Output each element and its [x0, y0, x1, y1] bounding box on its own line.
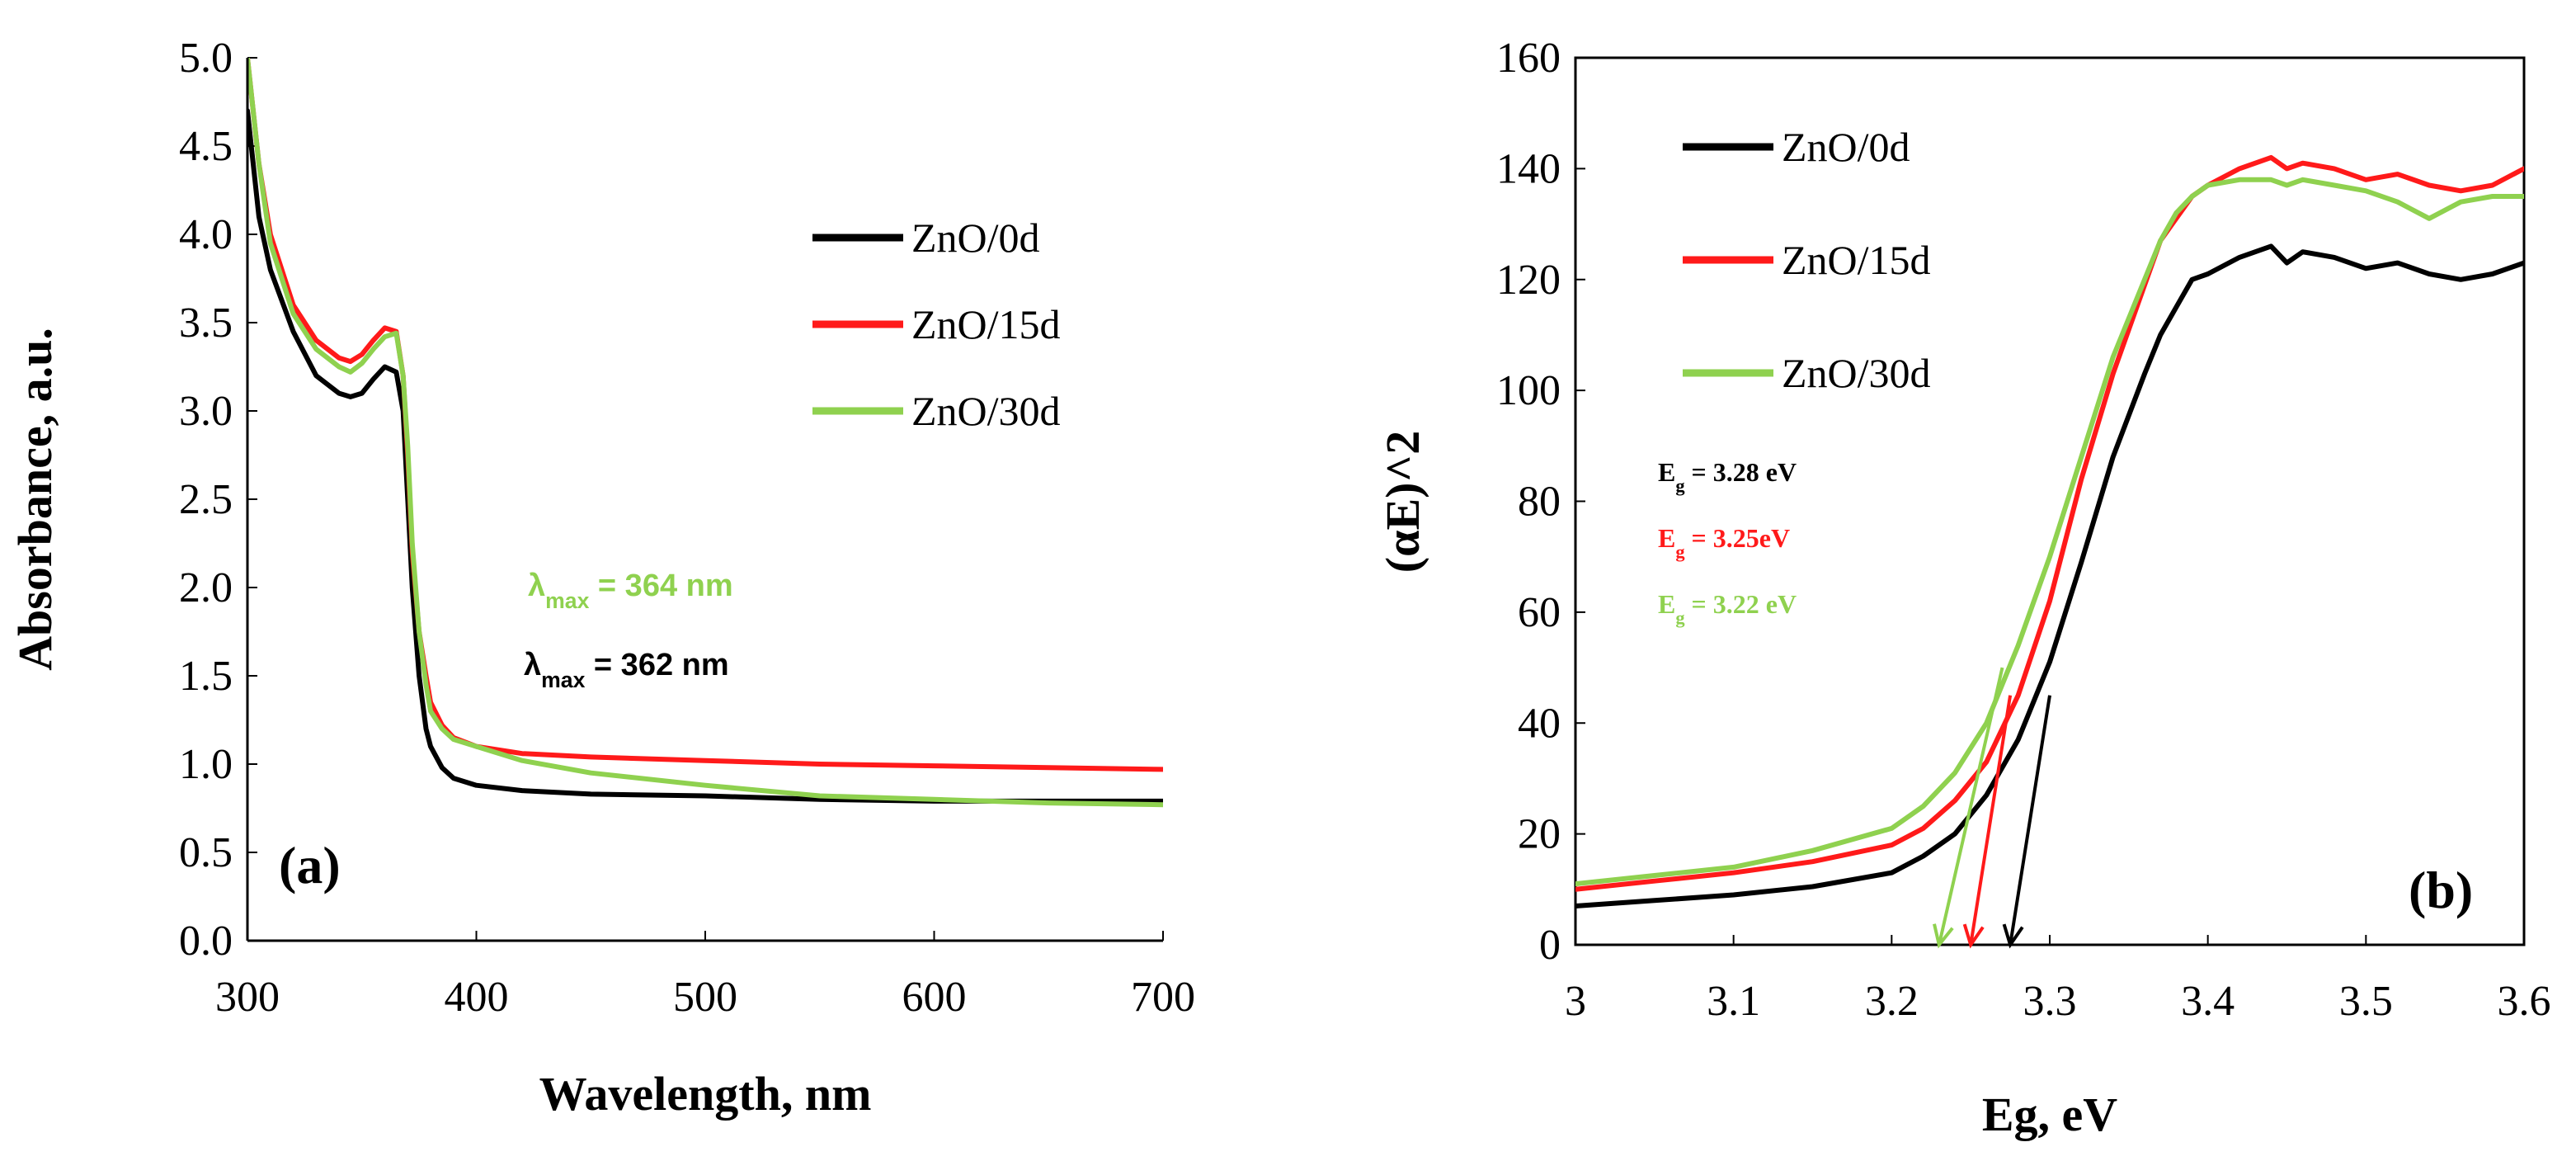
panel-b-y-tick-label: 140 [1496, 145, 1561, 192]
eg-arrow-shaft-1 [1969, 695, 2013, 946]
panel-b-label: (b) [2409, 861, 2473, 919]
panel-a-x-tick-label: 600 [902, 974, 967, 1021]
panel-b-y-tick-label: 160 [1496, 35, 1561, 82]
panel-a-y-tick-label: 5.0 [179, 35, 233, 82]
panel-a-x-ticks: 300 400 500 600 700 [215, 931, 1195, 1021]
panel-b-y-tick-label: 120 [1496, 257, 1561, 304]
legend-label-zno-0d: ZnO/0d [911, 215, 1040, 261]
panel-a-y-tick-label: 1.0 [179, 741, 233, 788]
panel-a-y-tick-label: 0.0 [179, 918, 233, 965]
panel-a-y-tick-label: 0.5 [179, 829, 233, 876]
panel-a-x-axis-title: Wavelength, nm [539, 1067, 872, 1121]
eg-arrow-head-2 [1933, 923, 1954, 949]
annotation-b-0: Eg = 3.28 eV [1658, 457, 1797, 496]
panel-b-x-tick-label: 3.5 [2339, 978, 2393, 1025]
panel-a-y-tick-label: 2.5 [179, 476, 233, 523]
panel-b-x-tick-label: 3.2 [1865, 978, 1919, 1025]
eg-arrow-head-0 [2002, 923, 2024, 949]
panel-a: 0.0 0.5 1.0 1.5 2.0 2.5 3.0 3.5 4.0 4.5 5.0 300 400… [8, 35, 1195, 1121]
panel-b-x-tick-label: 3.4 [2181, 978, 2235, 1025]
legend-label-zno-30d: ZnO/30d [1782, 350, 1931, 396]
panel-a-y-tick-label: 1.5 [179, 653, 233, 700]
panel-a-x-tick-label: 500 [673, 974, 737, 1021]
legend-label-zno-30d: ZnO/30d [911, 388, 1061, 434]
panel-a-y-tick-label: 4.5 [179, 123, 233, 170]
panel-a-label: (a) [279, 836, 341, 894]
series-line-zno-30d [247, 58, 1163, 808]
eg-arrow-head-1 [1962, 923, 1985, 949]
panel-b-x-tick-label: 3 [1565, 978, 1586, 1025]
legend-label-zno-0d: ZnO/0d [1782, 124, 1910, 170]
panel-a-series [247, 58, 1163, 808]
panel-b-annotations: Eg = 3.28 eV Eg = 3.25eV Eg = 3.22 eV [1658, 457, 1797, 628]
panel-a-y-tick-label: 4.0 [179, 211, 233, 258]
panel-b-y-tick-label: 0 [1539, 922, 1561, 969]
panel-a-x-tick-label: 400 [445, 974, 509, 1021]
panel-b-x-axis-title: Eg, eV [1982, 1088, 2117, 1141]
panel-a-y-tick-label: 2.0 [179, 564, 233, 611]
series-line-zno-0d [247, 108, 1163, 804]
panel-b-frame [1574, 56, 2526, 946]
panel-b-series [1575, 154, 2524, 909]
panel-b-y-tick-label: 80 [1518, 479, 1561, 526]
panel-a-y-axis-title: Absorbance, a.u. [8, 328, 62, 671]
panel-b: 0 20 40 60 80 100 120 140 160 3 3.1 3.2 3.3 3.4 3.5 3.… [1376, 35, 2551, 1141]
panel-a-annotations: λmax = 364 nm λmax = 362 nm [524, 569, 733, 692]
annotation-b-1: Eg = 3.25eV [1658, 523, 1790, 562]
panel-a-x-tick-label: 300 [215, 974, 280, 1021]
panel-b-legend: ZnO/0d ZnO/15d ZnO/30d [1683, 124, 1931, 396]
eg-arrow-shaft-2 [1937, 667, 2004, 946]
eg-arrow-shaft-0 [2009, 695, 2051, 946]
series-line-zno-30d [1575, 177, 2524, 887]
legend-label-zno-15d: ZnO/15d [1782, 237, 1931, 283]
panel-b-x-tick-label: 3.1 [1707, 978, 1760, 1025]
panel-b-y-ticks: 0 20 40 60 80 100 120 140 160 [1496, 35, 1585, 969]
panel-b-y-axis-title: (αE)^2 [1376, 431, 1429, 573]
annotation-a-1: λmax = 362 nm [524, 648, 729, 692]
legend-label-zno-15d: ZnO/15d [911, 301, 1061, 347]
panel-b-y-tick-label: 40 [1518, 700, 1561, 747]
annotation-b-2: Eg = 3.22 eV [1658, 589, 1797, 628]
annotation-a-0: λmax = 364 nm [528, 569, 733, 613]
panel-a-y-tick-label: 3.0 [179, 388, 233, 435]
series-line-zno-0d [1575, 243, 2524, 909]
panel-b-y-tick-label: 20 [1518, 811, 1561, 858]
panel-b-x-tick-label: 3.3 [2023, 978, 2077, 1025]
panel-b-arrows [1933, 667, 2051, 949]
panel-b-x-ticks: 3 3.1 3.2 3.3 3.4 3.5 3.6 [1565, 935, 2551, 1025]
panel-a-y-ticks: 0.0 0.5 1.0 1.5 2.0 2.5 3.0 3.5 4.0 4.5 5.0 [179, 35, 257, 965]
panel-b-y-tick-label: 60 [1518, 589, 1561, 636]
panel-a-y-tick-label: 3.5 [179, 300, 233, 347]
panel-a-x-tick-label: 700 [1131, 974, 1195, 1021]
panel-b-y-tick-label: 100 [1496, 367, 1561, 414]
panel-b-x-tick-label: 3.6 [2498, 978, 2551, 1025]
panel-a-legend: ZnO/0d ZnO/15d ZnO/30d [812, 215, 1061, 434]
